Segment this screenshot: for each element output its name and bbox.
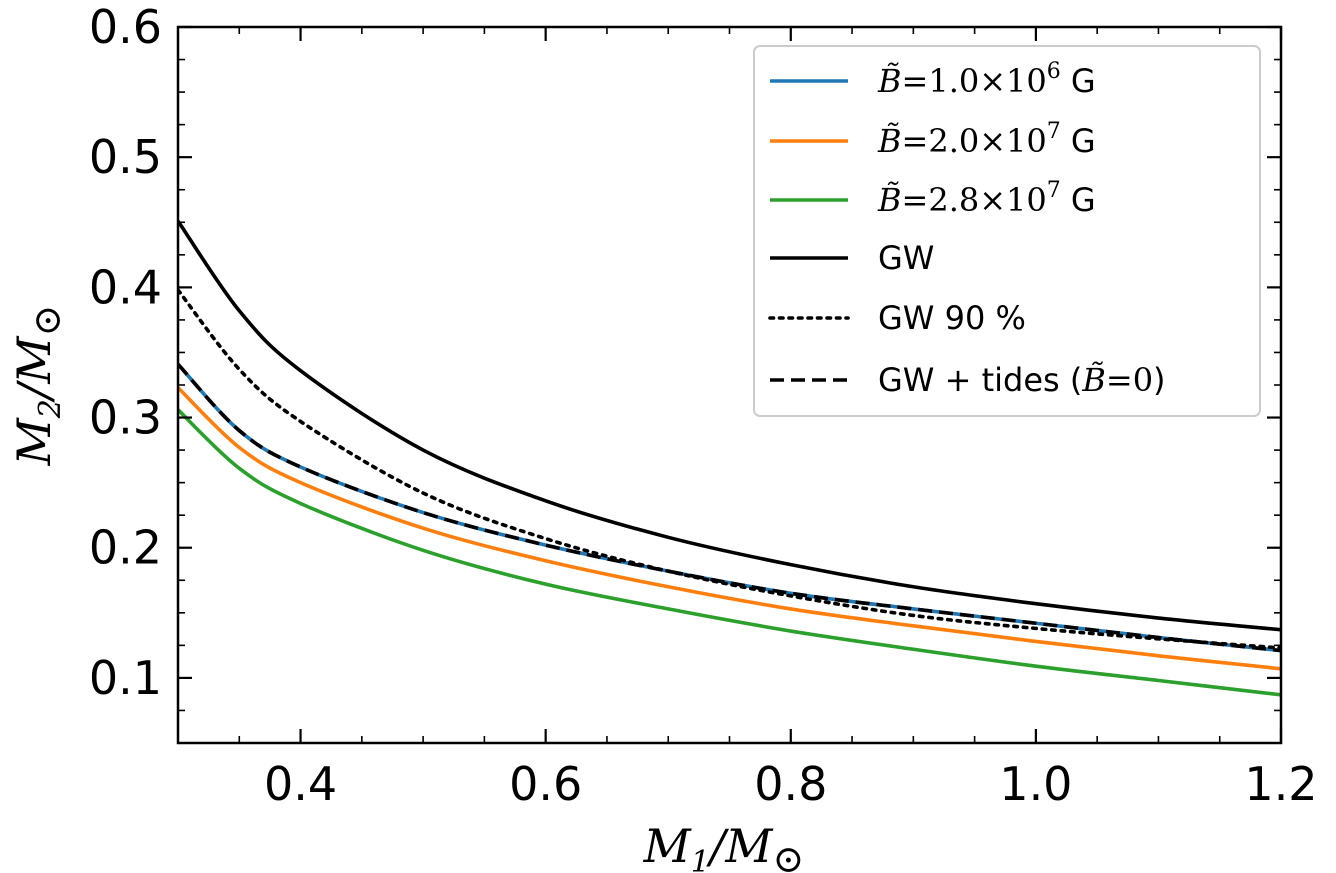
y-tick-label: 0.2 (89, 521, 162, 575)
x-tick-label: 0.6 (509, 757, 582, 811)
x-axis-label: M1/M⊙ (643, 819, 805, 873)
y-tick-label: 0.6 (89, 0, 162, 54)
series-line-gw (178, 219, 1281, 632)
series-line-b-2-0-10-g (178, 386, 1281, 671)
legend-frame (753, 45, 1261, 417)
plot-frame (176, 25, 1283, 745)
legend-label: B̃=2.0×107 G (877, 119, 1096, 160)
legend-label: GW 90 % (878, 299, 1026, 337)
legend: B̃=1.0×106 G B̃=2.0×107 G B̃=2.8×107 G GW GW… (753, 45, 1261, 417)
x-tick-label: 1.0 (999, 757, 1072, 811)
y-axis-label: M2/M⊙ (7, 305, 69, 467)
series-line-b-2-8-10-g (178, 408, 1281, 697)
series-line-b-1-0-10-g (178, 362, 1281, 653)
y-tick-label: 0.5 (89, 130, 162, 184)
legend-label: GW + tides (B̃=0) (878, 361, 1166, 399)
y-tick-label: 0.4 (89, 260, 162, 314)
legend-label: B̃=1.0×106 G (877, 59, 1096, 100)
legend-label: B̃=2.8×107 G (877, 178, 1096, 219)
x-tick-label: 0.4 (264, 757, 337, 811)
y-tick-label: 0.1 (89, 651, 162, 705)
x-tick-label: 1.2 (1244, 757, 1317, 811)
legend-label: GW (878, 239, 934, 277)
series-layer (178, 219, 1281, 697)
x-tick-label: 0.8 (754, 757, 827, 811)
y-tick-label: 0.3 (89, 391, 162, 445)
ticks-layer: 0.4 0.6 0.8 1.0 1.2 0.1 0.2 0.3 0.4 0.5 0.6 (89, 0, 1318, 811)
